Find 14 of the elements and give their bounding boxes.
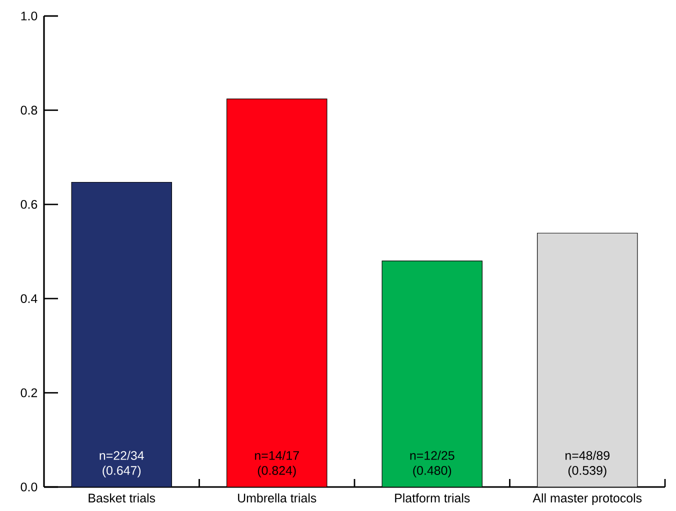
- y-tick-label: 0.8: [20, 106, 38, 115]
- data-label: n=48/89 (0.539): [566, 450, 610, 478]
- y-tick-label: 0.0: [20, 482, 38, 492]
- data-label: n=12/25 (0.480): [410, 450, 454, 478]
- data-label: n=14/17 (0.824): [255, 450, 299, 478]
- x-tick-label: Umbrella trials: [238, 493, 316, 502]
- y-tick-label: 0.6: [20, 200, 38, 209]
- y-tick-label: 0.2: [20, 388, 38, 398]
- x-tick-label: Basket trials: [88, 493, 156, 502]
- x-tick-label: Platform trials: [395, 493, 470, 502]
- data-label: n=22/34 (0.647): [100, 450, 144, 478]
- y-tick-label: 0.4: [20, 294, 38, 304]
- y-tick-label: 1.0: [21, 12, 38, 20]
- x-tick-label: All master protocols: [532, 493, 642, 505]
